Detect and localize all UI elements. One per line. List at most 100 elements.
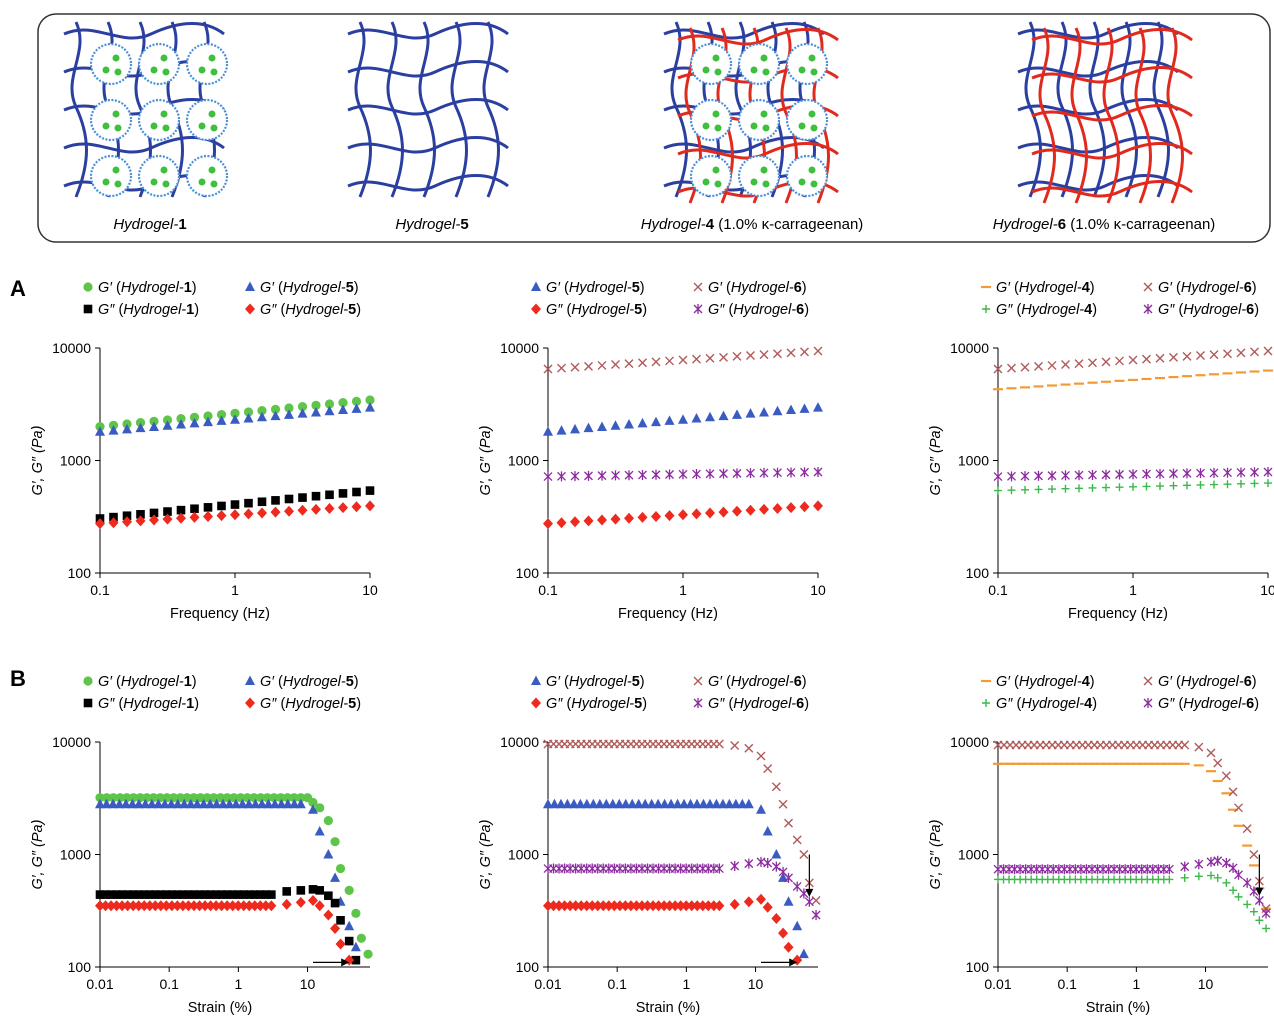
data-point: [159, 798, 170, 809]
x-tick-label: 0.01: [534, 976, 561, 992]
data-point: [718, 506, 729, 518]
data-point: [1196, 468, 1205, 479]
data-point: [1263, 467, 1273, 478]
data-point: [638, 358, 647, 368]
data-point: [1196, 480, 1205, 489]
data-point: [1155, 468, 1165, 479]
schematic-label-3: Hydrogel-4 (1.0% κ-carrageenan): [641, 216, 864, 233]
data-point: [216, 510, 227, 522]
data-point: [800, 347, 809, 357]
data-point: [1223, 467, 1232, 478]
data-point: [1034, 470, 1043, 481]
data-point: [556, 517, 567, 529]
data-point: [162, 513, 173, 525]
micelle-dot: [762, 124, 770, 132]
data-point: [323, 909, 334, 921]
data-point: [176, 414, 186, 424]
micelle-dot: [714, 68, 722, 76]
data-point: [155, 900, 166, 912]
data-point: [756, 856, 766, 867]
data-point: [344, 936, 354, 946]
data-point: [559, 900, 570, 912]
network-strand: [1031, 66, 1193, 84]
data-point: [1242, 877, 1252, 888]
micelle: [89, 98, 133, 142]
micelle-dot: [760, 166, 768, 174]
x-axis-label: Strain (%): [1086, 1000, 1150, 1016]
data-point: [330, 872, 341, 882]
micelle-dot: [702, 178, 710, 186]
x-axis-label: Strain (%): [188, 1000, 252, 1016]
micelles-hydrogel-1: [89, 42, 229, 198]
network-strand: [1031, 180, 1193, 198]
data-point: [798, 948, 809, 959]
data-point: [222, 900, 233, 912]
legend-label: G′ (Hydrogel-4): [996, 674, 1095, 690]
data-point: [184, 890, 193, 899]
data-point: [637, 417, 648, 428]
data-point: [95, 518, 105, 530]
data-point: [813, 500, 823, 512]
network-strand: [1102, 27, 1120, 204]
y-tick-label: 10000: [52, 734, 91, 750]
data-point: [83, 698, 93, 708]
data-point: [597, 470, 607, 481]
x-tick-label: 0.1: [1057, 976, 1077, 992]
data-point: [324, 399, 335, 409]
micelle-dot: [102, 122, 110, 130]
data-point: [263, 798, 274, 809]
data-point: [1115, 469, 1124, 480]
data-point: [203, 416, 213, 427]
data-point: [352, 487, 361, 497]
data-point: [1128, 355, 1138, 365]
chart-5: 100 1000 10000 0.01 0.1 1 10 Strain (%) G′, G″ (…: [478, 674, 821, 1016]
data-point: [200, 900, 211, 912]
data-point: [651, 357, 661, 367]
data-point: [127, 798, 138, 809]
x-tick-label: 0.01: [86, 976, 113, 992]
data-point: [270, 404, 281, 414]
data-point: [1194, 742, 1204, 752]
x-tick-label: 10: [748, 976, 764, 992]
data-point: [705, 411, 715, 422]
data-point: [1236, 467, 1246, 478]
data-point: [1234, 892, 1243, 901]
data-point: [243, 413, 254, 423]
data-point: [811, 909, 821, 920]
legend-label: G′ (Hydrogel-6): [1158, 674, 1257, 690]
data-point: [257, 411, 267, 422]
micelle-dot: [210, 68, 218, 76]
micelle-dot: [760, 110, 768, 118]
micelle-dot: [750, 122, 758, 130]
data-point: [1047, 360, 1057, 370]
micelle-dot: [160, 54, 168, 62]
data-point: [744, 743, 754, 753]
micelle-dot: [702, 66, 710, 74]
network-strand: [1166, 27, 1184, 204]
data-point: [1243, 900, 1252, 909]
data-point: [1061, 470, 1070, 481]
data-point: [1228, 787, 1238, 797]
legend-label: G′ (Hydrogel-4): [996, 280, 1095, 296]
data-point: [651, 510, 661, 522]
network-hydrogel-5: [347, 21, 509, 198]
schematic-label-2: Hydrogel-5: [395, 216, 468, 233]
data-point: [784, 818, 794, 828]
data-point: [289, 798, 300, 809]
data-point: [1020, 362, 1030, 372]
data-point: [1262, 924, 1271, 933]
data-point: [109, 512, 118, 522]
schematic-frame: [37, 13, 1271, 243]
data-point: [172, 798, 183, 809]
micelle-dot: [198, 178, 206, 186]
data-point: [557, 363, 566, 373]
series: [993, 467, 1273, 482]
data-point: [556, 425, 567, 435]
legend-label: G″ (Hydrogel-6): [708, 302, 809, 318]
data-point: [117, 890, 127, 899]
data-point: [282, 798, 293, 809]
data-point: [227, 900, 238, 912]
data-point: [271, 496, 280, 505]
data-point: [646, 798, 657, 809]
data-point: [189, 793, 199, 803]
